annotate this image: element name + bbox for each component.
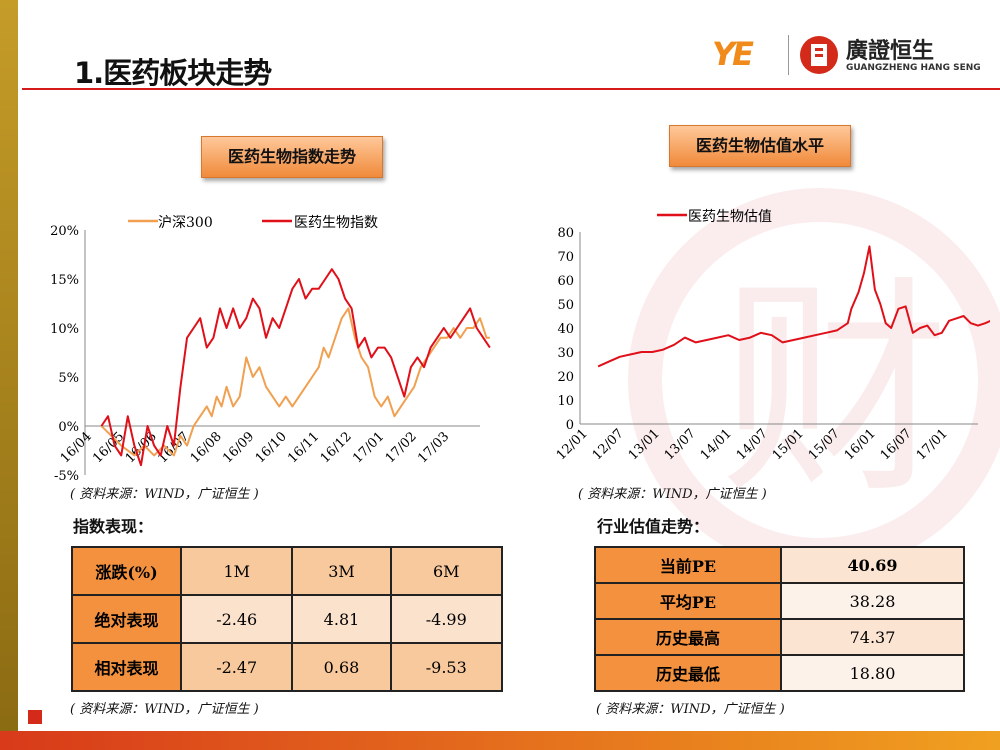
watermark-glyph: 财 xyxy=(720,258,950,525)
left-chart-badge: 医药生物指数走势 xyxy=(201,136,383,178)
header-cell: 3M xyxy=(291,546,392,596)
y-tick-label: 0 xyxy=(566,418,574,433)
table-cell: 18.80 xyxy=(780,654,965,692)
y-tick-label: 60 xyxy=(557,274,574,289)
table-cell: 74.37 xyxy=(780,618,965,656)
y-tick-label: 70 xyxy=(557,250,574,265)
y-tick-label: 20% xyxy=(50,224,79,239)
x-tick-label: 15/01 xyxy=(770,426,807,463)
x-tick-label: 16/11 xyxy=(285,429,322,466)
table-row: 绝对表现 -2.46 4.81 -4.99 xyxy=(71,594,504,644)
x-tick-label: 14/01 xyxy=(698,426,735,463)
table-row: 平均PE 38.28 xyxy=(594,582,965,620)
left-legend: 沪深300 医药生物指数 xyxy=(128,215,378,231)
y-tick-label: 15% xyxy=(50,273,79,288)
table-cell: -2.46 xyxy=(179,594,294,644)
right-chart-badge: 医药生物估值水平 xyxy=(669,125,851,167)
x-tick-label: 16/12 xyxy=(318,429,355,466)
left-chart-source: ( 资料来源：WIND，广证恒生 ) xyxy=(70,487,259,502)
ye-logo-icon: YE xyxy=(712,35,754,73)
table-cell: 0.68 xyxy=(291,642,392,692)
x-tick-label: 16/09 xyxy=(220,429,257,466)
watermark-seal: 财 xyxy=(628,188,1000,550)
x-tick-label: 16/01 xyxy=(842,426,879,463)
x-tick-label: 17/02 xyxy=(383,429,420,466)
y-tick-label: -5% xyxy=(54,469,79,484)
table-cell: 38.28 xyxy=(780,582,965,620)
x-tick-label: 17/01 xyxy=(914,426,951,463)
valuation-source: ( 资料来源：WIND，广证恒生 ) xyxy=(596,702,785,717)
y-tick-label: 20 xyxy=(557,370,574,385)
left-line-chart: 沪深300 医药生物指数 -5%0%5%10%15%20% 16/0416/05… xyxy=(50,215,491,484)
legend-label-pharma: 医药生物指数 xyxy=(294,215,378,231)
series-line-0 xyxy=(597,245,990,368)
x-tick-label: 13/01 xyxy=(626,426,663,463)
row-label: 当前PE xyxy=(594,546,782,584)
legend-label-hs300: 沪深300 xyxy=(158,215,213,231)
table-cell: -4.99 xyxy=(389,594,504,644)
table-cell: -2.47 xyxy=(179,642,294,692)
y-tick-label: 5% xyxy=(58,371,79,386)
table-cell: -9.53 xyxy=(389,642,504,692)
table-row: 历史最低 18.80 xyxy=(594,654,965,692)
right-chart-source: ( 资料来源：WIND，广证恒生 ) xyxy=(578,487,767,502)
seal-logo-icon xyxy=(800,36,838,74)
x-tick-label: 14/07 xyxy=(734,426,771,463)
row-label: 历史最高 xyxy=(594,618,782,656)
y-tick-label: 10% xyxy=(50,322,79,337)
row-label: 相对表现 xyxy=(71,642,182,692)
x-tick-label: 16/07 xyxy=(878,426,915,463)
y-tick-label: 10 xyxy=(557,394,574,409)
page-title: 1.医药板块走势 xyxy=(74,56,272,90)
title-divider xyxy=(22,88,1000,90)
x-tick-label: 13/07 xyxy=(662,426,699,463)
header-cell: 6M xyxy=(389,546,504,596)
x-tick-label: 16/10 xyxy=(253,429,290,466)
y-tick-label: 40 xyxy=(557,322,574,337)
right-legend: 医药生物估值 xyxy=(657,209,772,225)
y-tick-label: 30 xyxy=(557,346,574,361)
left-accent-bar xyxy=(0,0,18,750)
index-perf-source: ( 资料来源：WIND，广证恒生 ) xyxy=(70,702,259,717)
x-tick-label: 16/08 xyxy=(188,429,225,466)
index-perf-heading: 指数表现： xyxy=(73,517,154,536)
table-row: 当前PE 40.69 xyxy=(594,546,965,584)
series-line-0 xyxy=(100,307,490,457)
brand-subtitle: GUANGZHENG HANG SENG xyxy=(846,63,981,73)
valuation-table: 当前PE 40.69 平均PE 38.28 历史最高 74.37 历史最低 18… xyxy=(594,546,965,692)
legend-label-pe: 医药生物估值 xyxy=(688,209,772,225)
table-row: 相对表现 -2.47 0.68 -9.53 xyxy=(71,642,504,692)
table-cell: 4.81 xyxy=(291,594,392,644)
series-line-1 xyxy=(100,268,491,467)
index-perf-table: 涨跌(%) 1M 3M 6M 绝对表现 -2.46 4.81 -4.99 相对表… xyxy=(71,546,504,692)
x-tick-label: 17/01 xyxy=(350,429,387,466)
row-label: 平均PE xyxy=(594,582,782,620)
row-label: 历史最低 xyxy=(594,654,782,692)
valuation-heading: 行业估值走势： xyxy=(597,517,710,536)
index-perf-header-row: 涨跌(%) 1M 3M 6M xyxy=(71,546,504,596)
table-row: 历史最高 74.37 xyxy=(594,618,965,656)
x-tick-label: 15/07 xyxy=(806,426,843,463)
bottom-accent-bar xyxy=(0,731,1000,750)
corner-square-icon xyxy=(28,710,42,724)
table-cell: 40.69 xyxy=(780,546,965,584)
y-tick-label: 50 xyxy=(557,298,574,313)
header-cell: 1M xyxy=(179,546,294,596)
header-cell: 涨跌(%) xyxy=(71,546,182,596)
brand-logo: YE 廣證恒生 GUANGZHENG HANG SENG xyxy=(712,33,982,77)
y-tick-label: 0% xyxy=(58,420,79,435)
row-label: 绝对表现 xyxy=(71,594,182,644)
y-tick-label: 80 xyxy=(557,226,574,241)
x-tick-label: 17/03 xyxy=(415,429,452,466)
logo-divider xyxy=(788,35,789,75)
brand-name: 廣證恒生 xyxy=(846,39,935,64)
x-tick-label: 12/07 xyxy=(590,426,627,463)
